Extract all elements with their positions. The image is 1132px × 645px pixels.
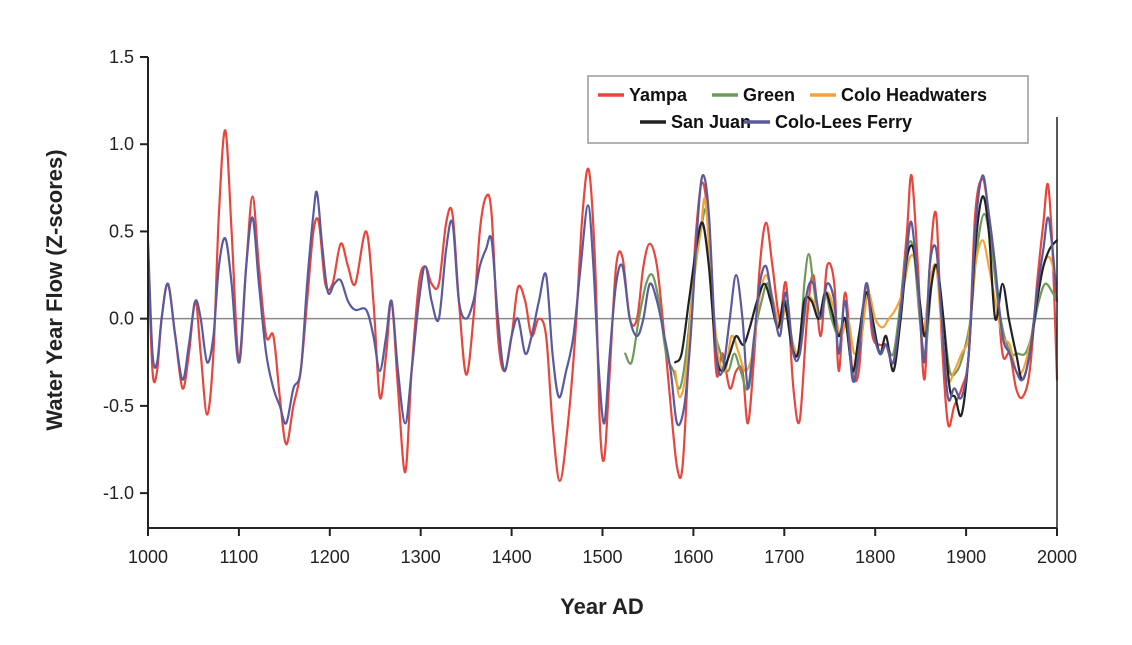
x-tick-label: 1100 [220,547,259,567]
x-tick-label: 1600 [673,547,713,567]
series-layer [146,129,1059,482]
legend-label-san-juan: San Juan [671,112,751,132]
x-tick-label: 1500 [582,547,622,567]
legend-label-colo-headwaters: Colo Headwaters [841,85,987,105]
y-tick-label: 0.0 [109,309,134,329]
x-tick-label: 2000 [1037,547,1077,567]
x-tick-label: 1700 [764,547,804,567]
x-tick-label: 1300 [401,547,441,567]
legend-label-colo-lees-ferry: Colo-Lees Ferry [775,112,912,132]
legend-label-yampa: Yampa [629,85,688,105]
legend-items: Yampa Green Colo Headwaters San Juan Colo-Le… [598,85,987,132]
y-tick-label: -1.0 [103,483,134,503]
tick-labels-layer: 1.5 1.0 0.5 0.0 -0.5 -1.0 1000 1100 1200 1300 1400… [103,47,1077,567]
legend-label-green: Green [743,85,795,105]
y-axis-title: Water Year Flow (Z-scores) [42,149,67,430]
series-line-yampa [146,129,1059,482]
y-tick-label: 1.5 [109,47,134,67]
x-tick-label: 1200 [310,547,350,567]
legend: Yampa Green Colo Headwaters San Juan Colo-Le… [587,75,1029,144]
x-tick-label: 1000 [128,547,168,567]
axes-layer [140,56,1058,536]
y-tick-label: 0.5 [109,221,134,241]
legend-box [587,75,1029,144]
x-tick-label: 1900 [946,547,986,567]
y-tick-label: 1.0 [109,134,134,154]
series-line-colo-lees-ferry [146,174,1059,427]
x-tick-label: 1800 [855,547,895,567]
x-tick-label: 1400 [492,547,532,567]
y-tick-label: -0.5 [103,396,134,416]
x-axis-title: Year AD [560,594,644,619]
